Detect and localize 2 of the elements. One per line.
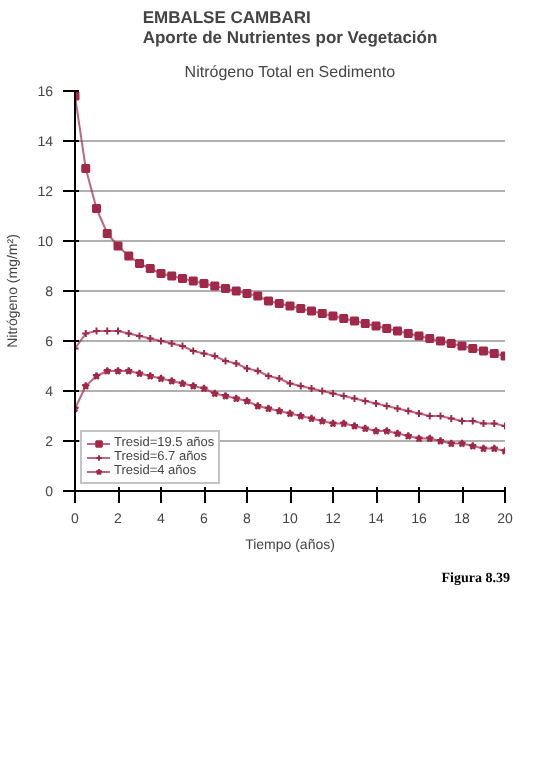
chart-subtitle: Nitrógeno Total en Sedimento: [184, 63, 397, 81]
chart-title: EMBALSE CAMBARI Aporte de Nutrientes por Vegetación: [142, 7, 438, 47]
